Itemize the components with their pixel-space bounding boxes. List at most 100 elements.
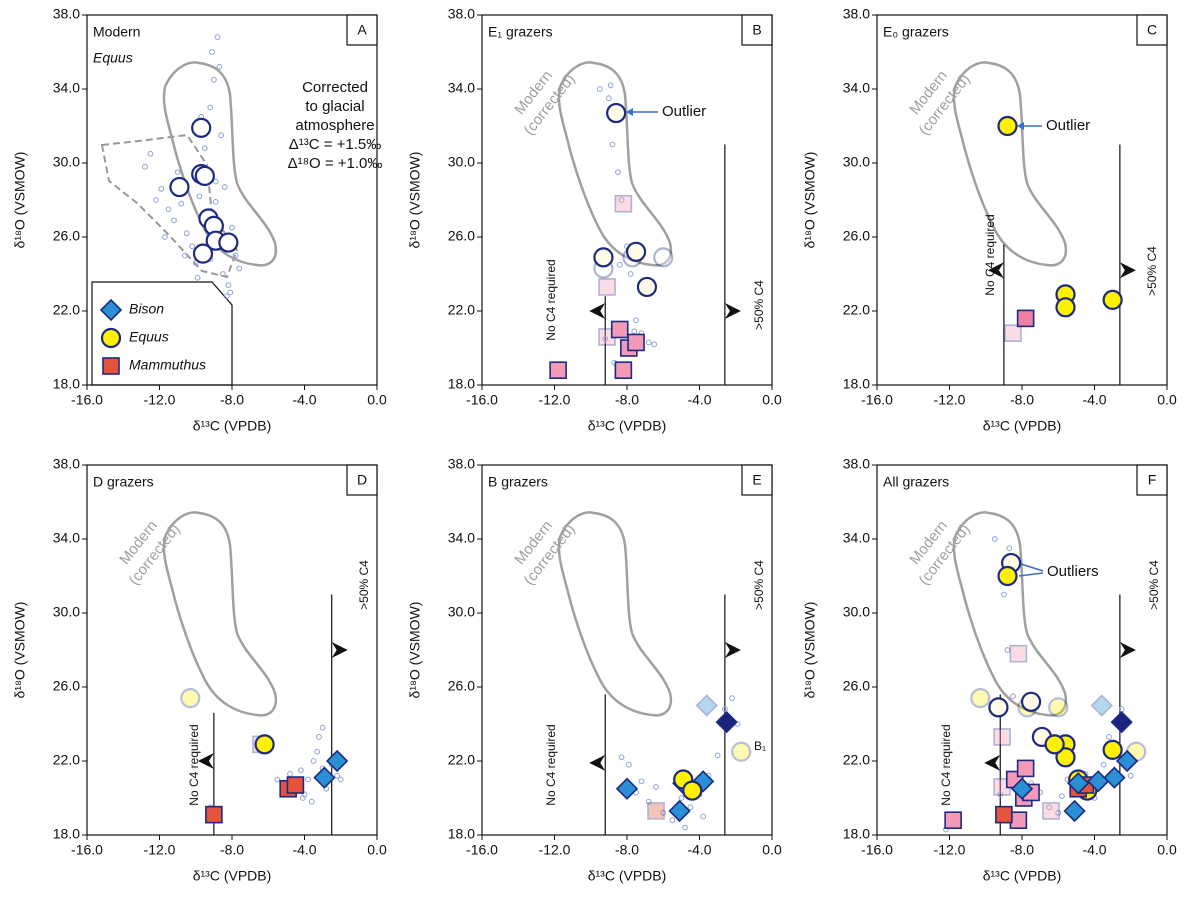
annotation: Corrected xyxy=(302,79,368,96)
annotation: >50% C4 xyxy=(357,560,371,610)
y-tick-label: 18.0 xyxy=(53,826,80,842)
data-point-small xyxy=(609,141,616,148)
data-point-small xyxy=(196,193,203,200)
data-point-small xyxy=(625,761,632,768)
data-point-small xyxy=(633,317,639,324)
data-point xyxy=(997,115,1018,137)
data-point-small xyxy=(165,206,172,213)
panel-title: E₀ grazers xyxy=(883,24,949,40)
data-point-small xyxy=(669,817,676,824)
data-point xyxy=(995,805,1013,824)
y-tick-label: 22.0 xyxy=(53,302,80,318)
data-point-small xyxy=(310,758,317,764)
y-tick-label: 22.0 xyxy=(448,752,475,768)
data-point xyxy=(180,688,201,709)
data-point xyxy=(593,247,614,268)
data-point-small xyxy=(678,795,685,801)
y-tick-label: 34.0 xyxy=(843,530,870,546)
data-point-small xyxy=(645,798,652,805)
data-point-small xyxy=(220,271,226,277)
data-point xyxy=(993,728,1011,746)
data-point xyxy=(614,194,633,213)
x-tick-label: -12.0 xyxy=(934,392,966,408)
y-tick-label: 38.0 xyxy=(448,6,475,22)
data-point-small xyxy=(997,791,1004,798)
data-point-small xyxy=(714,752,721,759)
data-point-small xyxy=(287,771,293,777)
data-point-small xyxy=(631,328,638,335)
data-point-small xyxy=(212,198,219,205)
y-tick-label: 22.0 xyxy=(843,302,870,318)
data-point-small xyxy=(1106,734,1112,740)
data-point-small xyxy=(147,150,154,157)
data-point-small xyxy=(334,772,341,779)
y-tick-label: 30.0 xyxy=(843,604,870,620)
annotation: >50% C4 xyxy=(1147,560,1161,610)
y-tick-label: 38.0 xyxy=(53,456,80,472)
x-axis-label: δ¹³C (VPDB) xyxy=(983,868,1062,884)
data-point-small xyxy=(152,197,159,203)
x-axis-label: δ¹³C (VPDB) xyxy=(193,418,272,434)
x-tick-label: -16.0 xyxy=(466,392,498,408)
data-point-small xyxy=(618,197,625,203)
data-point xyxy=(192,243,214,264)
y-tick-label: 26.0 xyxy=(53,678,80,694)
data-point xyxy=(325,749,349,773)
panel-letter: E xyxy=(752,472,761,488)
data-point-small xyxy=(232,252,239,259)
reference-arrow xyxy=(984,754,1001,771)
panel-letter-box xyxy=(1136,14,1168,46)
data-point-small xyxy=(1004,647,1011,653)
data-point xyxy=(731,741,752,762)
data-point xyxy=(218,232,239,253)
data-point xyxy=(988,697,1009,718)
legend-marker xyxy=(102,357,120,375)
panel-letter-box xyxy=(741,14,773,46)
data-point-small xyxy=(181,252,188,259)
data-point-small xyxy=(142,163,148,170)
data-point xyxy=(1090,694,1113,717)
data-point xyxy=(254,734,275,755)
data-point-small xyxy=(274,776,281,783)
y-tick-label: 30.0 xyxy=(448,604,475,620)
y-tick-label: 22.0 xyxy=(448,302,475,318)
y-tick-label: 30.0 xyxy=(53,154,80,170)
x-tick-label: -8.0 xyxy=(615,392,639,408)
data-point xyxy=(682,780,703,801)
y-tick-label: 34.0 xyxy=(448,80,475,96)
data-point xyxy=(1010,777,1034,800)
y-axis-label: δ¹⁸O (VSMOW) xyxy=(12,602,28,699)
x-tick-label: -4.0 xyxy=(1082,842,1106,858)
data-point-small xyxy=(209,49,215,55)
x-tick-label: -16.0 xyxy=(71,392,103,408)
reference-arrow xyxy=(724,642,741,658)
panel-title: Modern xyxy=(93,24,140,40)
y-tick-label: 26.0 xyxy=(843,678,870,694)
data-point xyxy=(191,117,212,138)
data-point-small xyxy=(171,217,177,224)
data-point xyxy=(194,165,215,187)
data-point-small xyxy=(305,776,312,783)
y-tick-label: 34.0 xyxy=(843,80,870,96)
legend-label: Mammuthus xyxy=(129,357,206,373)
panel-subtitle: Equus xyxy=(93,50,133,66)
data-point xyxy=(1115,749,1139,773)
data-point-small xyxy=(1010,693,1016,700)
annotation: atmosphere xyxy=(295,117,374,134)
data-point-small xyxy=(216,63,223,70)
data-point-small xyxy=(1000,591,1007,598)
annotation: Outlier xyxy=(1046,117,1090,134)
reference-arrow xyxy=(987,262,1004,279)
y-tick-label: 22.0 xyxy=(843,752,870,768)
data-point-small xyxy=(227,289,234,296)
data-point xyxy=(1009,644,1028,663)
data-point-small xyxy=(316,734,322,740)
reference-arrow xyxy=(197,753,214,769)
data-point-small xyxy=(1058,793,1065,800)
panel-title: All grazers xyxy=(883,474,949,490)
annotation: >50% C4 xyxy=(752,280,766,330)
x-tick-label: -4.0 xyxy=(292,842,316,858)
data-point-small xyxy=(194,274,201,281)
